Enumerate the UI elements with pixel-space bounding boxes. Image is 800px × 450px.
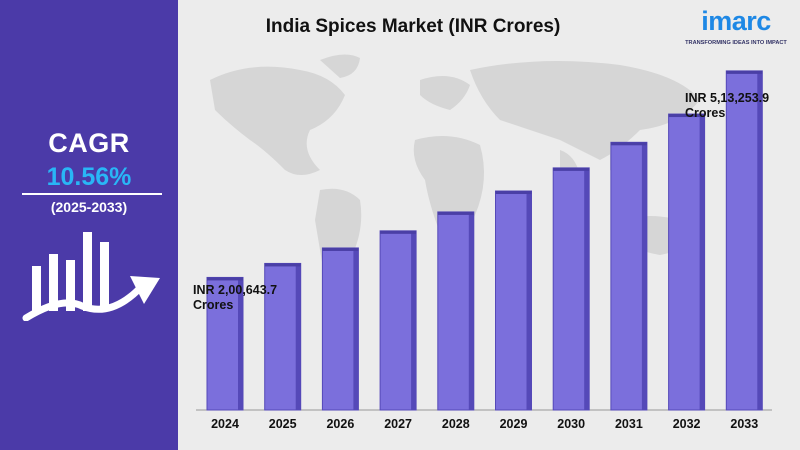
x-tick-label-2030: 2030 [557, 417, 585, 431]
logo-tagline: TRANSFORMING IDEAS INTO IMPACT [685, 40, 787, 46]
cagr-period: (2025-2033) [50, 199, 128, 215]
imarc-logo: imarc TRANSFORMING IDEAS INTO IMPACT [682, 6, 790, 50]
bar-2032 [668, 113, 706, 411]
bar-2025 [264, 262, 302, 411]
x-tick-label-2033: 2033 [730, 417, 758, 431]
x-tick-label-2029: 2029 [500, 417, 528, 431]
cagr-panel [0, 0, 178, 450]
bar-2027 [379, 230, 417, 411]
bar-2029 [495, 190, 532, 411]
x-tick-label-2032: 2032 [673, 417, 701, 431]
x-tick-label-2027: 2027 [384, 417, 412, 431]
cagr-divider [22, 193, 162, 195]
annotation-first-year: INR 2,00,643.7 Crores [193, 283, 303, 313]
bar-2024 [206, 276, 244, 411]
logo-wordmark: imarc [701, 6, 771, 36]
x-tick-label-2026: 2026 [326, 417, 354, 431]
cagr-value: 10.56% [46, 163, 132, 191]
bar-2031 [610, 141, 648, 411]
bar-2033 [725, 70, 763, 411]
x-tick-label-2025: 2025 [269, 417, 297, 431]
bar-2028 [437, 211, 475, 411]
bar-2030 [552, 167, 590, 411]
bar-2026 [321, 247, 359, 411]
annotation-first-line1: INR 2,00,643.7 [193, 283, 278, 297]
x-tick-label-2031: 2031 [615, 417, 643, 431]
cagr-label: CAGR [48, 128, 130, 158]
x-tick-label-2028: 2028 [442, 417, 470, 431]
annotation-last-year: INR 5,13,253.9 Crores [685, 91, 795, 121]
growth-chart-icon [22, 232, 160, 321]
annotation-last-line1: INR 5,13,253.9 [685, 91, 770, 105]
x-tick-label-2024: 2024 [211, 417, 239, 431]
annotation-last-line2: Crores [685, 106, 726, 120]
chart-title: India Spices Market (INR Crores) [265, 16, 561, 37]
annotation-first-line2: Crores [193, 298, 234, 312]
